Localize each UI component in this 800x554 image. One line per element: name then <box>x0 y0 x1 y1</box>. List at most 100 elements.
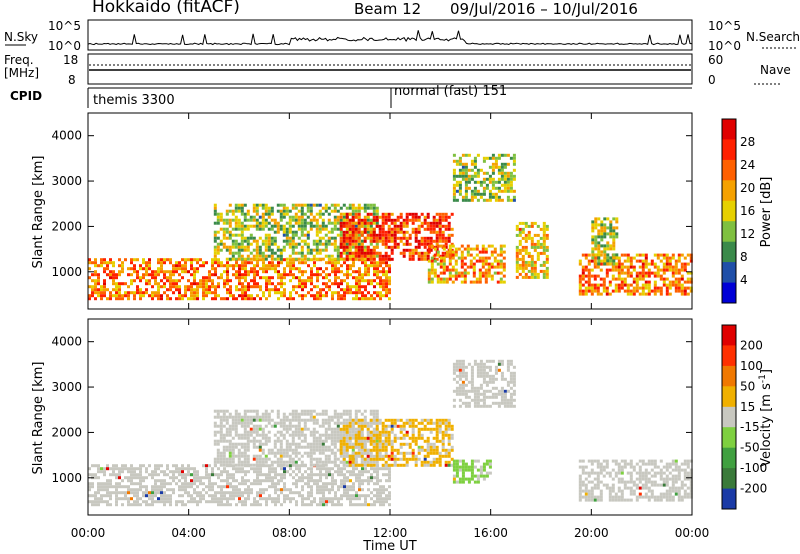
echo-cell <box>376 500 379 504</box>
echo-cell <box>252 206 256 210</box>
echo-cell <box>530 275 534 279</box>
echo-cell <box>247 288 250 292</box>
echo-cell <box>476 477 480 481</box>
echo-cell <box>234 215 238 219</box>
echo-cell <box>472 271 476 275</box>
echo-cell <box>291 242 295 246</box>
echo-cell <box>438 454 442 458</box>
echo-cell <box>444 448 448 452</box>
echo-cell <box>334 279 337 283</box>
echo-cell <box>330 242 334 246</box>
echo-cell <box>321 236 325 240</box>
echo-cell <box>294 412 298 416</box>
echo-cell <box>238 273 241 277</box>
echo-cell <box>458 386 462 390</box>
echo-cell <box>348 218 352 222</box>
echo-cell <box>458 171 462 175</box>
echo-cell <box>496 280 500 284</box>
echo-cell <box>262 497 265 501</box>
echo-cell <box>357 221 361 225</box>
echo-cell <box>379 279 382 283</box>
echo-cell <box>163 276 166 280</box>
echo-cell <box>199 282 202 286</box>
echo-cell <box>133 297 136 301</box>
echo-cell <box>321 433 325 437</box>
echo-cell <box>291 412 295 416</box>
echo-cell <box>330 436 334 440</box>
echo-cell <box>322 282 325 286</box>
echo-cell <box>455 386 459 390</box>
echo-cell <box>427 259 431 263</box>
echo-cell <box>385 294 388 298</box>
echo-cell <box>399 445 403 449</box>
echo-cell <box>127 479 130 483</box>
echo-cell <box>623 259 627 263</box>
echo-cell <box>133 291 136 295</box>
echo-cell <box>255 433 259 437</box>
echo-cell <box>288 418 292 422</box>
echo-cell <box>600 232 604 236</box>
echo-cell <box>225 430 229 434</box>
echo-cell <box>334 267 337 271</box>
echo-cell <box>496 253 500 257</box>
echo-cell <box>253 479 256 483</box>
echo-cell <box>255 239 259 243</box>
echo-cell <box>339 245 343 249</box>
echo-cell <box>258 227 262 231</box>
echo-cell <box>252 463 256 467</box>
echo-cell <box>674 283 678 287</box>
echo-cell <box>310 491 313 495</box>
echo-cell <box>316 485 319 489</box>
echo-cell <box>452 159 456 163</box>
echo-cell <box>225 409 229 413</box>
echo-cell <box>388 476 391 480</box>
echo-cell <box>232 479 235 483</box>
echo-cell <box>411 433 415 437</box>
echo-cell <box>241 494 244 498</box>
echo-cell <box>470 465 474 469</box>
echo-cell <box>312 439 316 443</box>
echo-cell <box>157 285 160 289</box>
echo-cell <box>357 451 361 455</box>
echo-cell <box>464 174 468 178</box>
echo-cell <box>337 267 340 271</box>
echo-cell <box>372 230 376 234</box>
echo-cell <box>261 242 265 246</box>
echo-cell <box>366 430 370 434</box>
echo-cell <box>454 247 458 251</box>
y-tick-label: 3000 <box>51 174 82 188</box>
echo-cell <box>363 245 367 249</box>
echo-cell <box>439 256 443 260</box>
echo-cell <box>216 412 220 416</box>
echo-cell <box>476 171 480 175</box>
echo-cell <box>448 250 452 254</box>
echo-cell <box>315 430 319 434</box>
echo-cell <box>310 473 313 477</box>
echo-cell <box>423 245 427 249</box>
echo-cell <box>393 433 397 437</box>
echo-cell <box>436 244 440 248</box>
echo-cell <box>255 218 259 222</box>
echo-cell <box>578 259 582 263</box>
echo-cell <box>584 292 588 296</box>
echo-cell <box>441 445 445 449</box>
echo-cell <box>432 218 436 222</box>
echo-cell <box>118 476 121 480</box>
echo-cell <box>376 479 379 483</box>
echo-cell <box>382 488 385 492</box>
echo-cell <box>366 457 370 461</box>
echo-cell <box>674 259 678 263</box>
echo-cell <box>370 297 373 301</box>
echo-cell <box>213 221 217 225</box>
echo-cell <box>584 286 588 290</box>
echo-cell <box>139 473 142 477</box>
echo-cell <box>530 272 534 276</box>
echo-cell <box>321 421 325 425</box>
echo-cell <box>297 415 301 419</box>
echo-cell <box>467 180 471 184</box>
echo-cell <box>606 253 610 257</box>
echo-cell <box>333 236 337 240</box>
echo-cell <box>291 224 295 228</box>
echo-cell <box>479 195 483 199</box>
echo-cell <box>178 267 181 271</box>
